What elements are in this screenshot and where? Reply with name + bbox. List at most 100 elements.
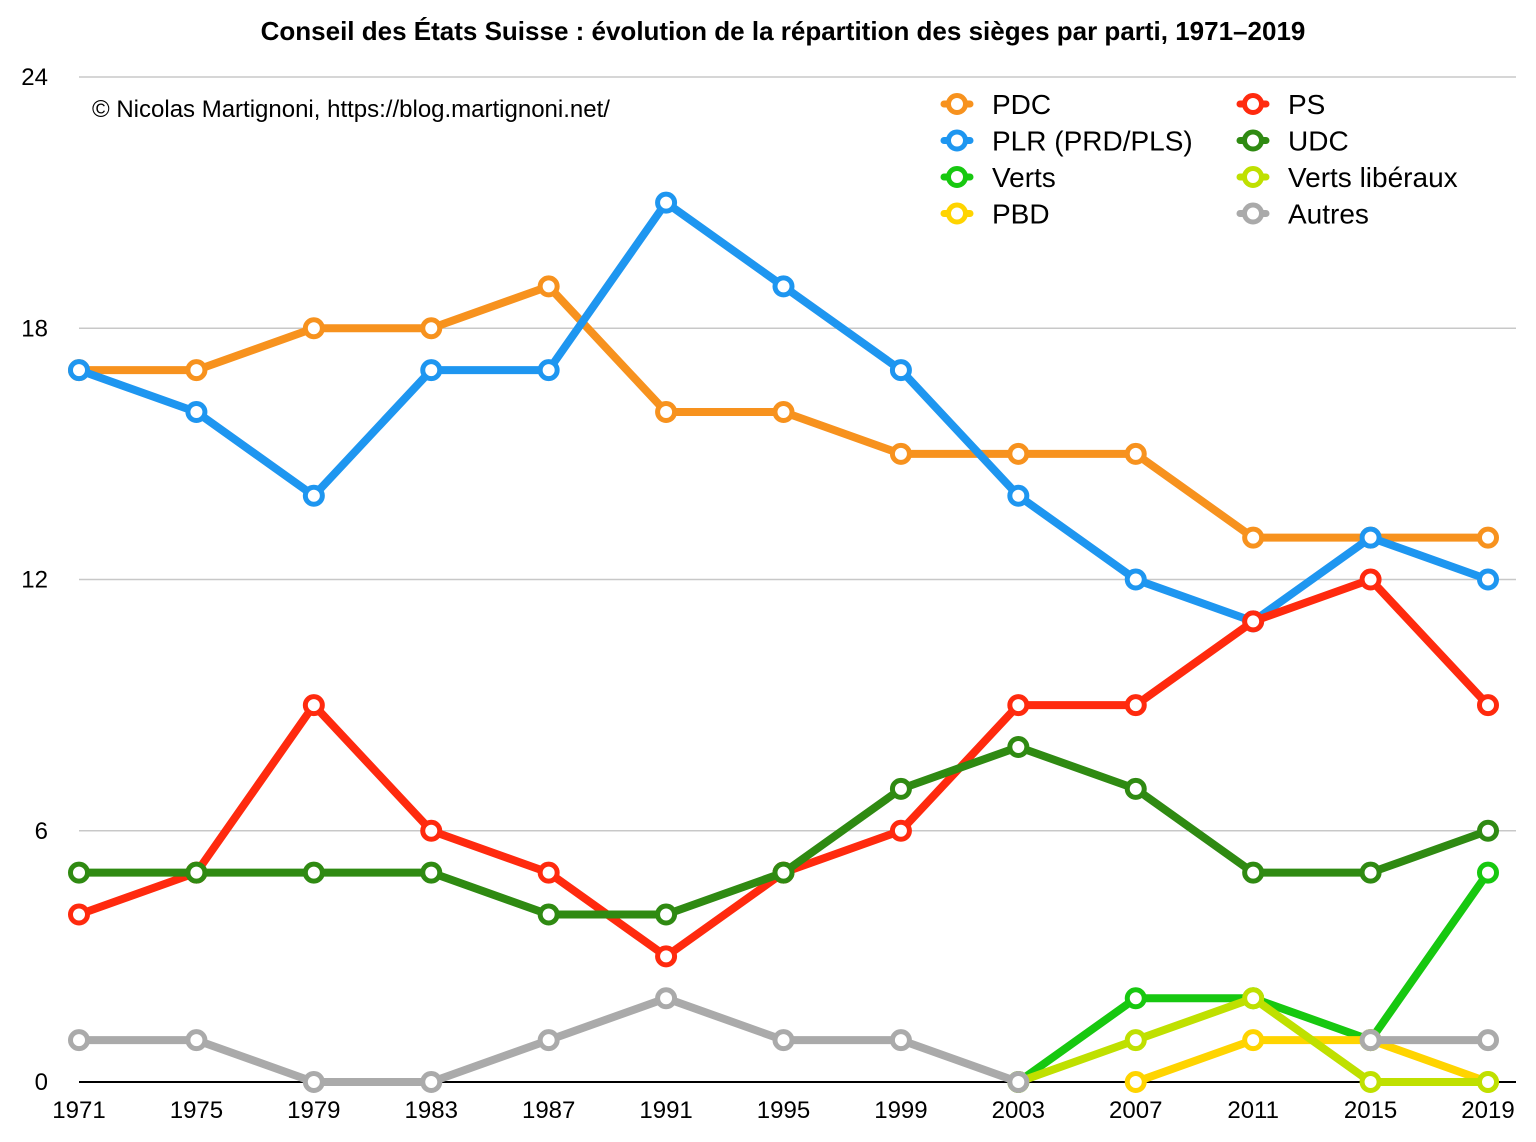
data-point [1242, 861, 1265, 884]
x-tick-label: 1983 [405, 1097, 458, 1124]
data-point [537, 861, 560, 884]
legend-swatch-marker [1242, 129, 1264, 152]
y-axis: 0 6 12 18 24 [21, 64, 48, 1096]
legend-swatch-marker [946, 166, 968, 188]
data-point [185, 401, 208, 423]
legend-label: UDC [1288, 126, 1349, 157]
y-tick-label: 24 [21, 64, 48, 91]
data-point [889, 819, 912, 842]
data-point [537, 275, 560, 298]
x-tick-label: 2011 [1227, 1097, 1279, 1124]
legend-swatch-marker [946, 93, 968, 115]
data-point [1477, 819, 1499, 842]
data-point [1007, 694, 1030, 717]
data-point [420, 819, 443, 842]
legend-swatch-marker [1242, 93, 1264, 115]
data-point [420, 861, 443, 884]
data-point [185, 359, 208, 382]
legend-item: PBD [940, 199, 1050, 230]
legend-item: PS [1236, 89, 1325, 120]
data-point [537, 359, 560, 382]
legend-swatch-marker [946, 129, 968, 152]
data-point [420, 359, 443, 382]
legend-label: Autres [1288, 199, 1369, 230]
x-tick-label: 1987 [522, 1097, 575, 1124]
legend-label: Verts libéraux [1288, 162, 1458, 193]
x-tick-label: 2019 [1461, 1097, 1514, 1124]
series-pdc [68, 275, 1499, 549]
series-line [75, 575, 1492, 961]
data-point [1124, 568, 1147, 591]
data-point [1359, 568, 1382, 591]
data-point [1359, 861, 1382, 884]
data-point [655, 987, 678, 1010]
data-point [889, 1029, 912, 1052]
data-point [1007, 736, 1030, 758]
series-group [68, 191, 1499, 1093]
legend-item: PLR (PRD/PLS) [940, 126, 1193, 157]
x-tick-label: 1979 [287, 1097, 340, 1124]
data-point [1477, 526, 1499, 549]
data-point [1477, 1071, 1499, 1093]
y-tick-label: 12 [21, 567, 48, 594]
data-point [1242, 526, 1265, 549]
legend-swatch-marker [1242, 202, 1264, 225]
x-tick-label: 2015 [1344, 1097, 1397, 1124]
x-tick-label: 2007 [1109, 1097, 1162, 1124]
data-point [185, 1029, 208, 1052]
x-tick-label: 2003 [992, 1097, 1045, 1124]
x-axis: 1971 1975 1979 1983 1987 1991 1995 1999 2003 2007… [52, 1097, 1514, 1124]
data-point [68, 861, 90, 884]
data-point [772, 861, 795, 884]
legend-item: UDC [1236, 126, 1349, 157]
data-point [302, 1071, 325, 1093]
data-point [655, 401, 678, 423]
data-point [889, 777, 912, 800]
legend-label: PDC [992, 89, 1051, 120]
data-point [1477, 861, 1499, 884]
x-tick-label: 1999 [874, 1097, 927, 1124]
x-tick-label: 1991 [639, 1097, 692, 1124]
legend-item: Autres [1236, 199, 1369, 230]
credit-text: © Nicolas Martignoni, https://blog.marti… [92, 96, 610, 123]
data-point [1007, 484, 1030, 507]
data-point [1477, 694, 1499, 717]
legend-label: PS [1288, 89, 1325, 120]
legend-label: PBD [992, 199, 1050, 230]
data-point [1124, 987, 1147, 1010]
data-point [1124, 777, 1147, 800]
x-tick-label: 1995 [757, 1097, 810, 1124]
data-point [68, 903, 90, 926]
legend-swatch-marker [1242, 166, 1264, 188]
data-point [1124, 1071, 1147, 1093]
y-tick-label: 0 [35, 1069, 48, 1096]
data-point [302, 484, 325, 507]
data-point [772, 1029, 795, 1052]
legend-item: PDC [940, 89, 1051, 120]
y-tick-label: 6 [35, 818, 48, 845]
data-point [537, 1029, 560, 1052]
data-point [302, 861, 325, 884]
legend-label: Verts [992, 162, 1056, 193]
data-point [302, 694, 325, 717]
data-point [1124, 1029, 1147, 1052]
data-point [1007, 442, 1030, 465]
data-point [1007, 1071, 1030, 1093]
series-line [1131, 1036, 1492, 1086]
legend-label: PLR (PRD/PLS) [992, 126, 1193, 157]
data-point [420, 317, 443, 340]
data-point [185, 861, 208, 884]
data-point [1242, 610, 1265, 633]
data-point [1124, 442, 1147, 465]
chart-title: Conseil des États Suisse : évolution de … [261, 16, 1306, 46]
data-point [302, 317, 325, 340]
data-point [1477, 1029, 1499, 1052]
series-autres [68, 987, 1499, 1093]
x-tick-label: 1975 [170, 1097, 223, 1124]
data-point [1242, 987, 1265, 1010]
data-point [1242, 1029, 1265, 1052]
data-point [772, 275, 795, 298]
series-udc [68, 736, 1499, 926]
legend-item: Verts libéraux [1236, 162, 1458, 193]
